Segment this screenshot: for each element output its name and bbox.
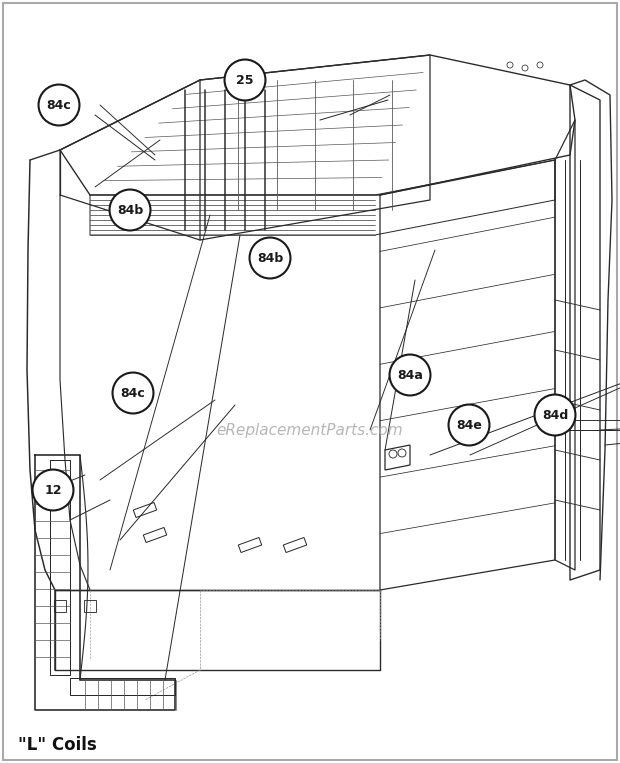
Circle shape bbox=[534, 394, 575, 436]
Text: "L" Coils: "L" Coils bbox=[18, 736, 97, 754]
Text: 84b: 84b bbox=[257, 252, 283, 265]
Text: 84c: 84c bbox=[121, 387, 145, 400]
Bar bbox=[283, 537, 307, 552]
Bar bbox=[143, 527, 167, 542]
Text: 84b: 84b bbox=[117, 204, 143, 217]
Text: 84a: 84a bbox=[397, 369, 423, 382]
Circle shape bbox=[249, 237, 290, 278]
Text: 84c: 84c bbox=[46, 98, 71, 111]
Circle shape bbox=[448, 404, 489, 446]
Circle shape bbox=[110, 189, 151, 230]
Bar bbox=[133, 503, 157, 517]
Circle shape bbox=[389, 355, 430, 395]
Text: 84d: 84d bbox=[542, 408, 568, 421]
Text: 84e: 84e bbox=[456, 418, 482, 432]
Circle shape bbox=[32, 469, 73, 510]
Text: 25: 25 bbox=[236, 73, 254, 86]
Text: eReplacementParts.com: eReplacementParts.com bbox=[216, 423, 404, 437]
Bar bbox=[238, 537, 262, 552]
Text: 12: 12 bbox=[44, 484, 62, 497]
Circle shape bbox=[38, 85, 79, 125]
Circle shape bbox=[113, 372, 154, 414]
Circle shape bbox=[224, 60, 265, 101]
